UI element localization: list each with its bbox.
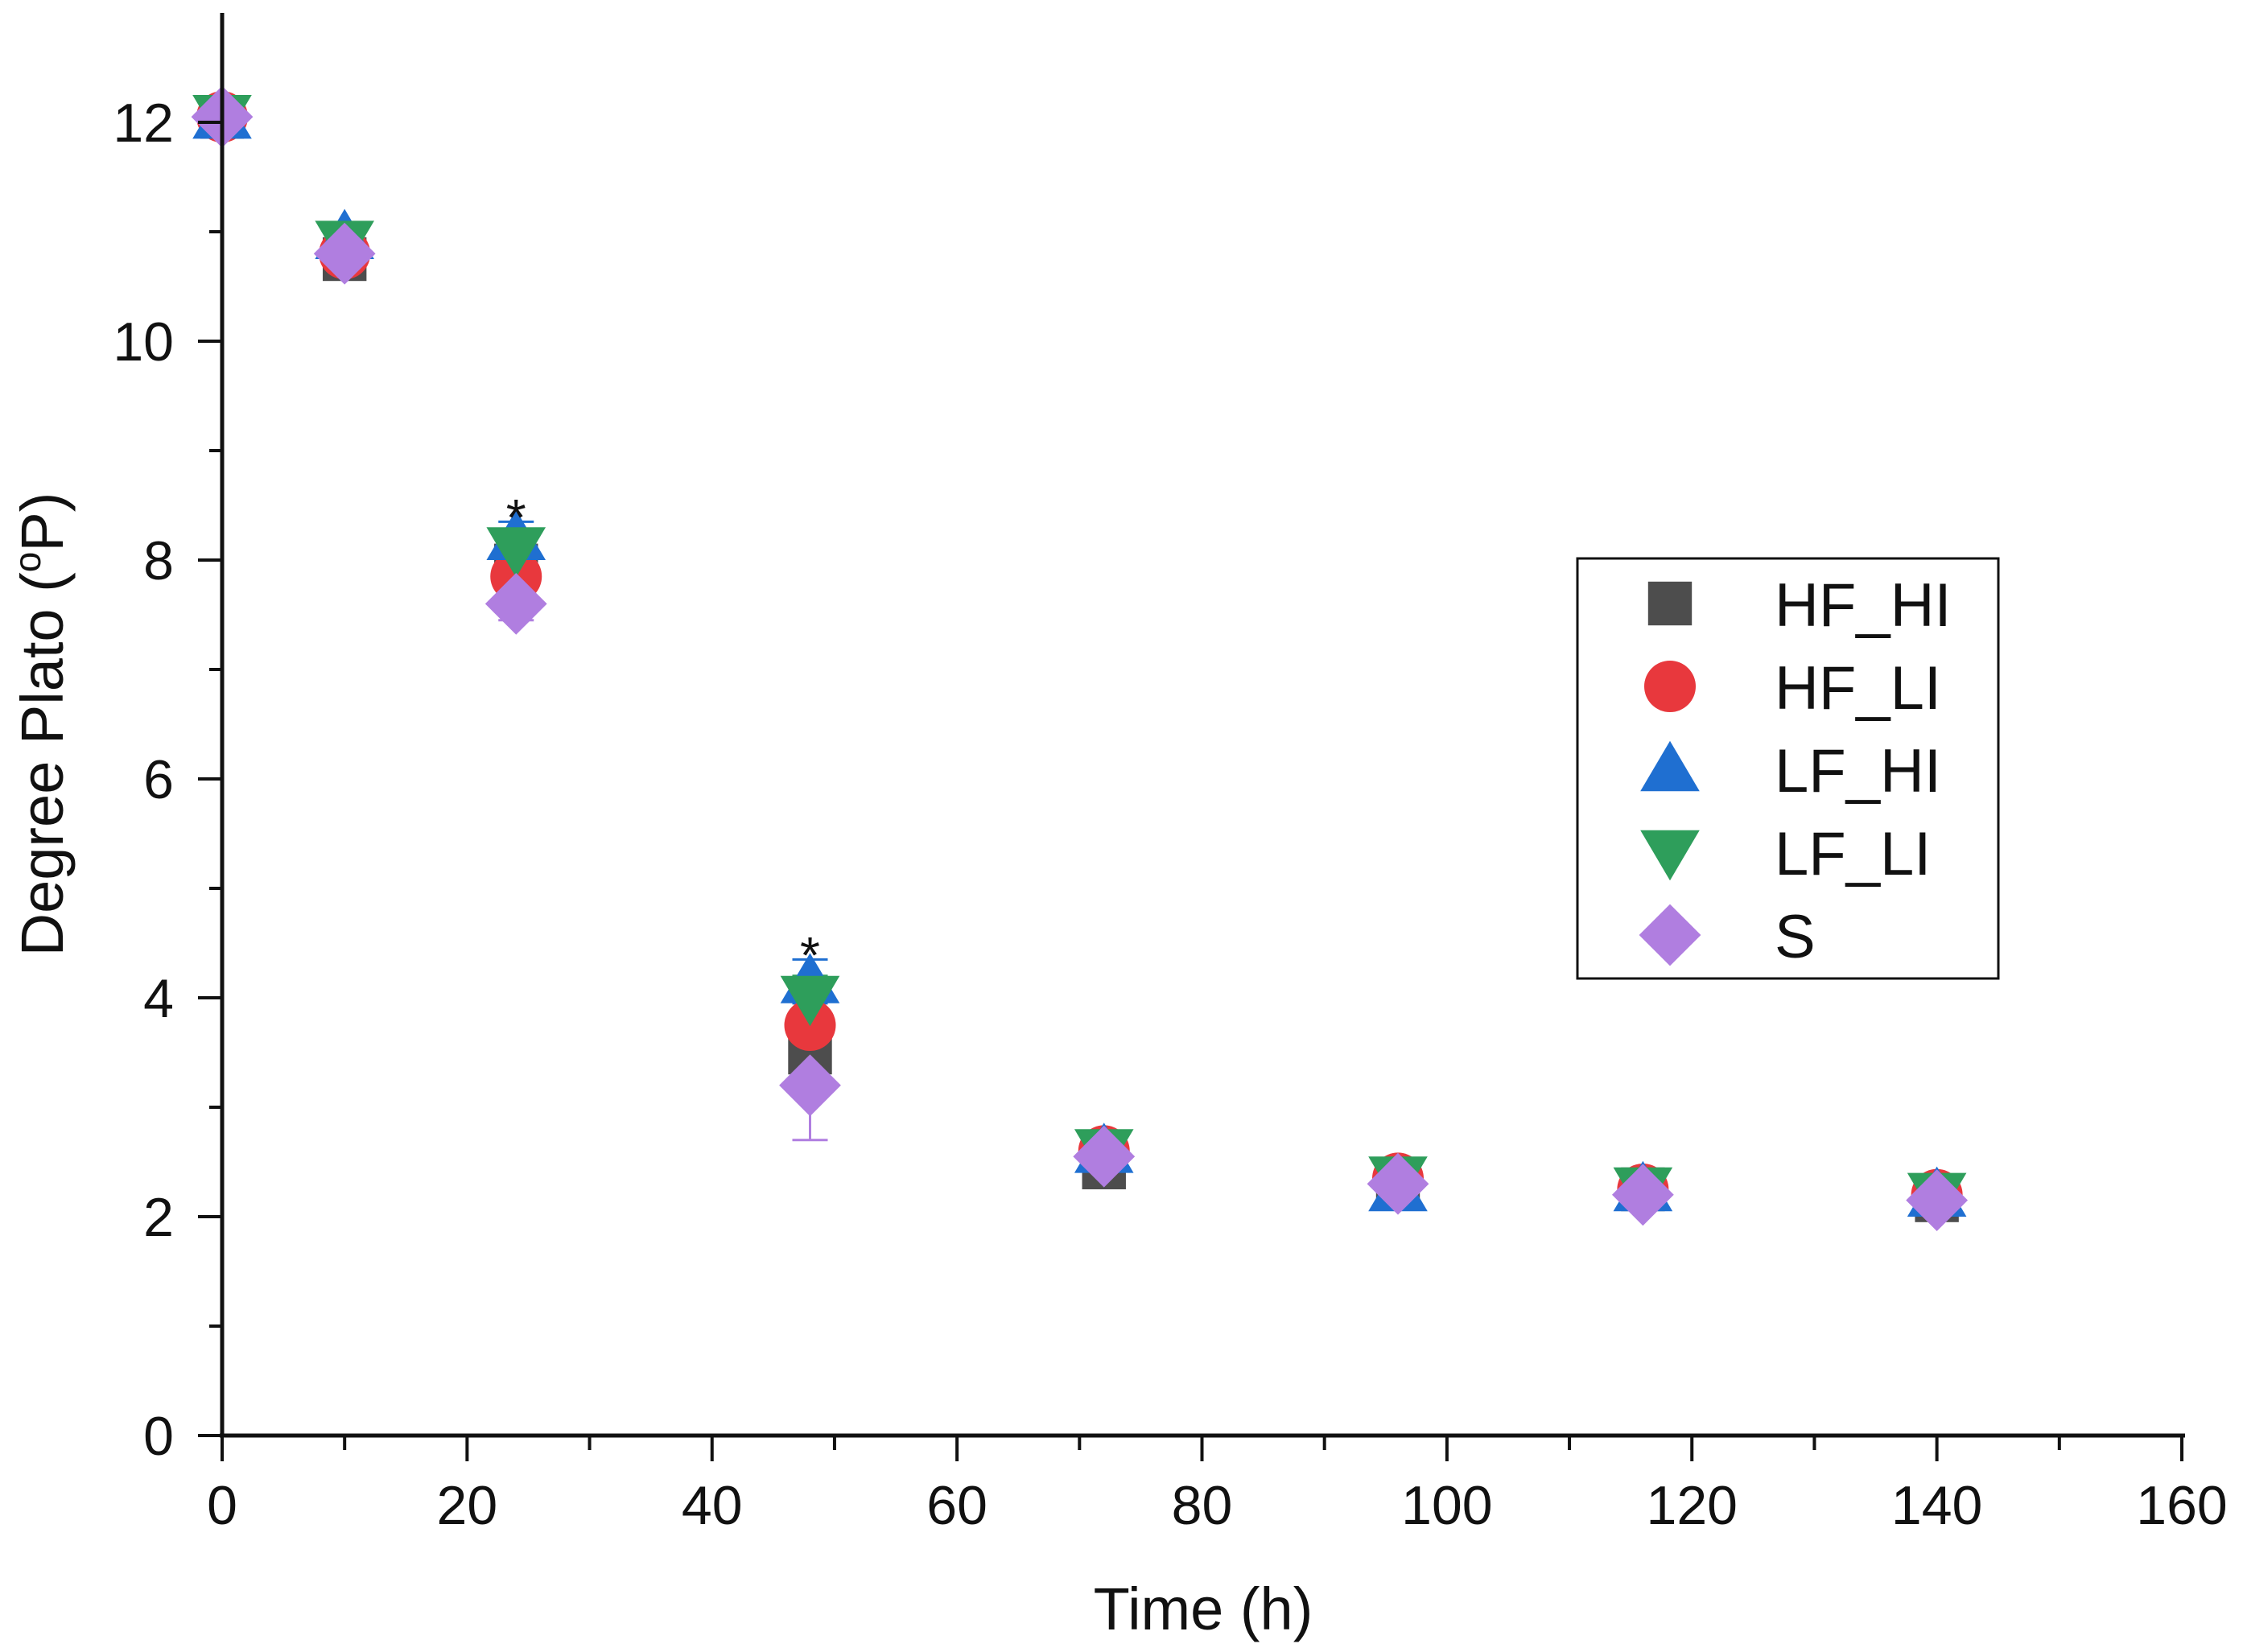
data-point-s (313, 222, 376, 285)
y-axis-label: Degree Plato (oP) (6, 492, 76, 957)
significance-asterisk: * (506, 488, 526, 546)
x-axis-label: Time (h) (1094, 1576, 1313, 1642)
x-tick-label: 120 (1647, 1475, 1738, 1536)
annotations: ** (506, 488, 820, 984)
significance-asterisk: * (800, 926, 820, 984)
legend-label-hf-li: HF_LI (1775, 654, 1941, 723)
data-point-lf-li (486, 527, 546, 578)
x-ticks: 0 20 40 60 80 100 120 140 160 (207, 1436, 2228, 1536)
x-tick-label: 60 (926, 1475, 987, 1536)
axes: 0 20 40 60 80 100 120 140 160 0 2 4 6 8 10 12 (113, 13, 2228, 1536)
data-point-s (1611, 1164, 1674, 1226)
data-point-s (779, 1054, 841, 1117)
y-tick-label: 0 (143, 1406, 174, 1467)
y-axis-label-prefix: Degree Plato ( (9, 572, 76, 956)
legend-label-s: S (1775, 903, 1816, 971)
legend-marker-s (1639, 904, 1701, 966)
data-point-s (1073, 1125, 1136, 1188)
legend-marker-lf-hi (1640, 740, 1700, 792)
data-point-s (1906, 1169, 1969, 1231)
y-tick-label: 10 (113, 311, 174, 373)
legend-label-lf-hi: LF_HI (1775, 737, 1941, 805)
x-tick-label: 140 (1891, 1475, 1982, 1536)
x-tick-label: 20 (437, 1475, 498, 1536)
y-axis-label-suffix: P) (9, 492, 76, 552)
x-tick-label: 100 (1401, 1475, 1492, 1536)
data-point-lf-li (780, 975, 840, 1027)
legend-marker-hf-hi (1647, 581, 1693, 626)
y-tick-label: 6 (143, 749, 174, 810)
legend-marker-lf-li (1640, 830, 1700, 881)
legend: HF_HI HF_LI LF_HI LF_LI S (1576, 557, 2000, 980)
y-axis-label-superscript: o (6, 552, 48, 573)
legend-box (1576, 557, 2000, 980)
y-ticks: 0 2 4 6 8 10 12 (113, 93, 222, 1467)
y-tick-label: 4 (143, 968, 174, 1029)
data-point-s (1367, 1152, 1429, 1215)
y-tick-label: 2 (143, 1187, 174, 1248)
y-tick-label: 8 (143, 530, 174, 591)
x-tick-label: 160 (2136, 1475, 2227, 1536)
legend-label-lf-li: LF_LI (1775, 820, 1931, 888)
x-tick-label: 40 (682, 1475, 743, 1536)
data-markers (191, 85, 1969, 1231)
x-tick-label: 0 (207, 1475, 237, 1536)
data-point-s (484, 573, 547, 635)
legend-marker-hf-li (1644, 661, 1696, 712)
legend-label-hf-hi: HF_HI (1775, 571, 1952, 640)
y-tick-label: 12 (113, 93, 174, 154)
x-tick-label: 80 (1172, 1475, 1233, 1536)
